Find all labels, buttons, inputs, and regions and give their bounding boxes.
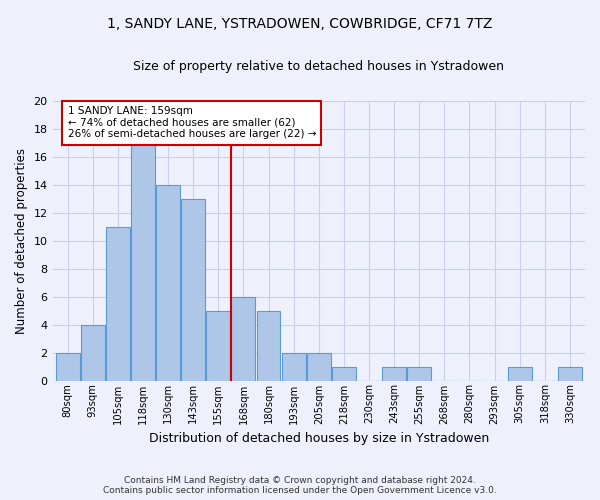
Bar [106, 226, 130, 380]
Text: 1 SANDY LANE: 159sqm
← 74% of detached houses are smaller (62)
26% of semi-detac: 1 SANDY LANE: 159sqm ← 74% of detached h… [68, 106, 316, 140]
Bar [206, 310, 230, 380]
Bar [81, 324, 104, 380]
Y-axis label: Number of detached properties: Number of detached properties [15, 148, 28, 334]
Bar [257, 310, 280, 380]
Bar [282, 352, 305, 380]
Text: 1, SANDY LANE, YSTRADOWEN, COWBRIDGE, CF71 7TZ: 1, SANDY LANE, YSTRADOWEN, COWBRIDGE, CF… [107, 18, 493, 32]
Bar [232, 296, 256, 380]
Text: Contains HM Land Registry data © Crown copyright and database right 2024.
Contai: Contains HM Land Registry data © Crown c… [103, 476, 497, 495]
Bar [332, 366, 356, 380]
X-axis label: Distribution of detached houses by size in Ystradowen: Distribution of detached houses by size … [149, 432, 489, 445]
Bar [558, 366, 582, 380]
Bar [56, 352, 80, 380]
Bar [131, 142, 155, 380]
Bar [156, 184, 180, 380]
Bar [181, 198, 205, 380]
Bar [307, 352, 331, 380]
Bar [508, 366, 532, 380]
Title: Size of property relative to detached houses in Ystradowen: Size of property relative to detached ho… [133, 60, 504, 73]
Bar [382, 366, 406, 380]
Bar [407, 366, 431, 380]
